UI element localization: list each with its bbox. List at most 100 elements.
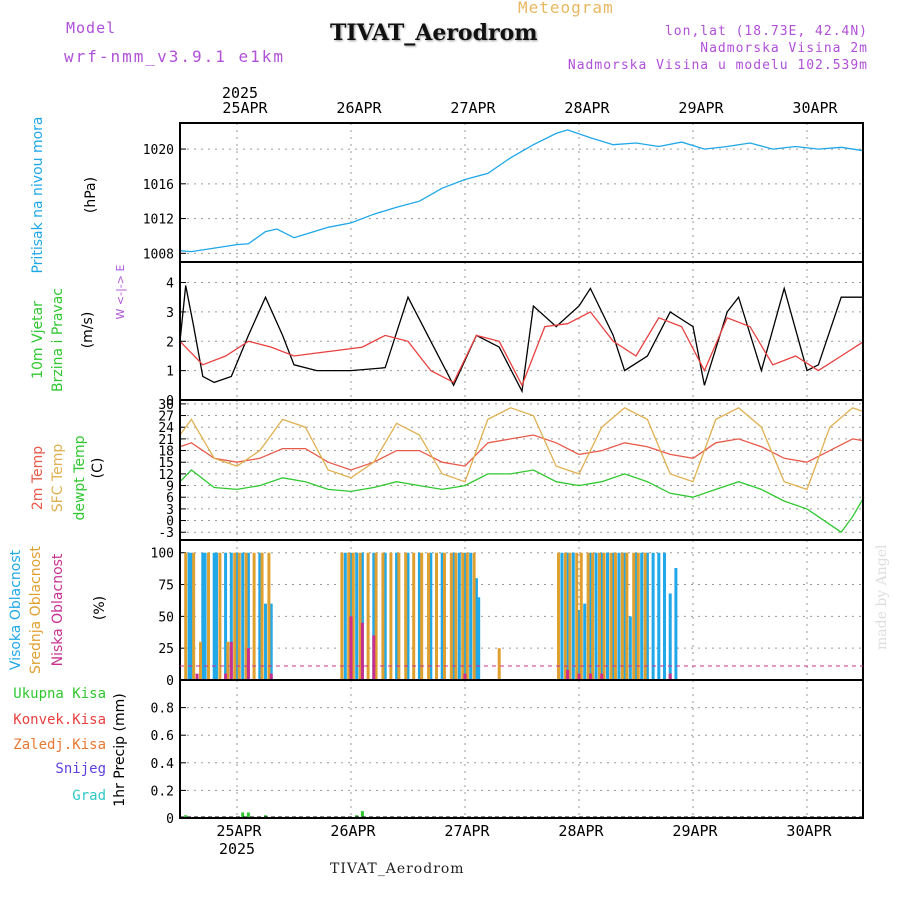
bar-srednja-oblacnost	[244, 552, 248, 680]
bar-niska-oblacnost	[668, 673, 672, 680]
bar-srednja-oblacnost	[442, 552, 446, 680]
bar-srednja-oblacnost	[218, 552, 222, 680]
bar-srednja-oblacnost	[636, 552, 640, 680]
y-tick-label: 1008	[143, 247, 174, 262]
bar-visoka-oblacnost	[201, 552, 205, 680]
bar-srednja-oblacnost	[563, 552, 567, 680]
y-tick-label: 1016	[143, 178, 174, 193]
bar-visoka-oblacnost	[623, 552, 627, 680]
bar-niska-oblacnost	[372, 635, 376, 680]
bottom-day-label: 25APR	[216, 822, 262, 840]
bar-visoka-oblacnost	[214, 552, 218, 680]
bar-visoka-oblacnost	[269, 603, 273, 680]
bar-visoka-oblacnost	[212, 552, 216, 680]
bar-visoka-oblacnost	[383, 552, 387, 680]
wind-direction-label: W <-|-> E	[114, 265, 127, 320]
bar-visoka-oblacnost	[187, 552, 191, 680]
bar-srednja-oblacnost	[427, 552, 431, 680]
pressure-unit-label: (hPa)	[83, 177, 99, 213]
bar-srednja-oblacnost	[643, 552, 647, 680]
bar-ukupna-kisa	[246, 812, 250, 818]
bar-niska-oblacnost	[224, 673, 228, 680]
bar-visoka-oblacnost	[477, 597, 481, 680]
footer-station: TIVAT_Aerodrom	[330, 861, 465, 877]
bar-niska-oblacnost	[195, 673, 199, 680]
wind-axis-label-2: Brzina i Pravac	[50, 288, 66, 392]
bar-visoka-oblacnost	[258, 552, 262, 680]
bar-visoka-oblacnost	[372, 552, 376, 680]
bottom-day-label: 28APR	[558, 822, 604, 840]
temp2m-axis-label: 2m Temp	[30, 446, 46, 510]
top-day-label: 25APR	[222, 99, 268, 117]
panel-frame-clouds	[179, 539, 864, 681]
bar-visoka-oblacnost	[606, 552, 609, 680]
wind-axis-label: 10m Vjetar	[30, 301, 46, 379]
bar-visoka-oblacnost	[224, 552, 228, 680]
bar-visoka-oblacnost	[600, 552, 604, 680]
bar-ukupna-kisa	[360, 811, 364, 818]
bottom-day-label: 27APR	[444, 822, 490, 840]
precip-axis-label: 1hr Precip (mm)	[112, 693, 128, 806]
y-tick-label: 100	[151, 547, 174, 562]
bar-visoka-oblacnost	[203, 552, 207, 680]
bar-visoka-oblacnost	[463, 552, 467, 680]
bar-visoka-oblacnost	[674, 568, 678, 680]
bar-visoka-oblacnost	[634, 552, 638, 680]
series-line-sfc-temp	[179, 407, 865, 491]
y-tick-label: 6	[166, 491, 174, 506]
bar-srednja-oblacnost	[586, 552, 590, 680]
bar-srednja-oblacnost	[267, 552, 271, 680]
y-tick-label: 0.8	[151, 702, 174, 717]
y-tick-label: 0	[166, 515, 174, 530]
bar-srednja-oblacnost	[602, 552, 606, 680]
bar-niska-oblacnost	[246, 648, 250, 680]
bar-visoka-oblacnost	[611, 552, 615, 680]
y-tick-label: -3	[158, 526, 174, 541]
bar-visoka-oblacnost	[560, 552, 564, 680]
bar-visoka-oblacnost	[189, 552, 193, 680]
lonlat-label: lon,lat (18.73E, 42.4N)	[664, 24, 868, 39]
y-tick-label: 1020	[143, 143, 174, 158]
bar-visoka-oblacnost	[594, 552, 598, 680]
bar-visoka-oblacnost	[355, 552, 359, 680]
y-tick-label: 75	[158, 579, 174, 594]
altitude-label: Nadmorska Visina 2m	[700, 41, 868, 56]
y-tick-label: 0.4	[151, 757, 175, 772]
model-altitude-label: Nadmorska Visina u modelu 102.539m	[567, 58, 868, 73]
bar-niska-oblacnost	[229, 641, 233, 680]
series-line-dewpt-temp	[179, 469, 865, 534]
bar-niska-oblacnost	[349, 616, 353, 680]
precip-legend-item: Konvek.Kisa	[13, 712, 106, 728]
top-year-label: 2025	[222, 84, 258, 102]
bar-srednja-oblacnost	[347, 552, 351, 680]
bar-srednja-oblacnost	[260, 552, 264, 680]
series-line-pressure	[179, 129, 865, 253]
sfctemp-axis-label: SFC Temp	[50, 444, 66, 513]
bar-srednja-oblacnost	[252, 552, 256, 680]
model-label: Model	[66, 19, 117, 37]
bar-visoka-oblacnost	[640, 552, 644, 680]
bar-niska-oblacnost	[360, 622, 364, 680]
bar-srednja-oblacnost	[199, 641, 203, 680]
bar-srednja-oblacnost	[340, 552, 344, 680]
bar-visoka-oblacnost	[246, 552, 250, 680]
bar-visoka-oblacnost	[645, 552, 649, 680]
bar-srednja-oblacnost	[613, 552, 617, 680]
bar-srednja-oblacnost	[579, 552, 583, 680]
precip-legend-item: Grad	[72, 788, 106, 804]
bar-visoka-oblacnost	[668, 593, 672, 680]
bar-srednja-oblacnost	[184, 552, 188, 680]
bar-visoka-oblacnost	[417, 552, 421, 680]
bar-srednja-oblacnost	[420, 552, 424, 680]
bottom-day-label: 29APR	[672, 822, 718, 840]
panel-frame-precipitation	[179, 679, 864, 819]
bar-srednja-oblacnost	[575, 552, 579, 680]
bar-srednja-oblacnost	[207, 552, 210, 680]
temp-unit-label: (C)	[90, 458, 106, 479]
bar-srednja-oblacnost	[461, 552, 465, 680]
bar-visoka-oblacnost	[657, 552, 661, 680]
bar-visoka-oblacnost	[241, 552, 245, 680]
model-run: wrf-nmm_v3.9.1 e1km	[64, 47, 286, 66]
bar-srednja-oblacnost	[497, 648, 501, 680]
